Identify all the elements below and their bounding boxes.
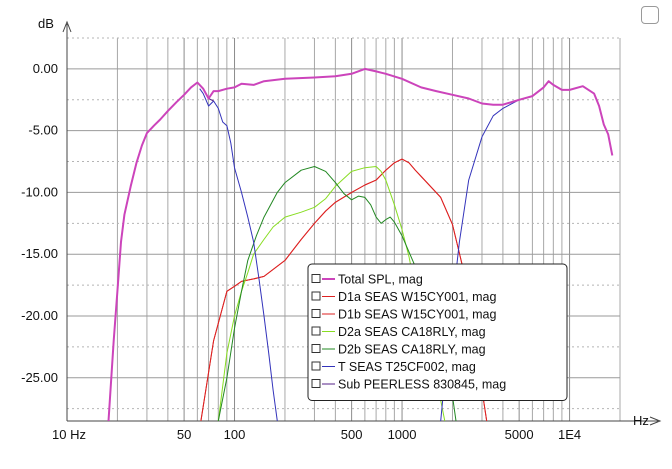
y-tick-labels: 0.00 -5.00 -10.00 -15.00 -20.00 -25.00 (21, 61, 58, 385)
legend-checkbox[interactable] (311, 309, 321, 318)
y-tick-label: 0.00 (33, 61, 58, 76)
legend-label: Total SPL, mag (338, 273, 423, 287)
y-tick-label: -20.00 (21, 308, 58, 323)
x-axis-arrow (649, 416, 662, 426)
y-tick-label: -10.00 (21, 184, 58, 199)
legend-checkbox[interactable] (311, 274, 321, 283)
y-tick-label: -25.00 (21, 370, 58, 385)
x-tick-label: 10 Hz (52, 427, 86, 442)
y-tick-label: -15.00 (21, 246, 58, 261)
x-tick-labels: 10 Hz 50 100 500 1000 5000 1E4 (52, 427, 581, 442)
y-tick-label: -5.00 (28, 123, 58, 138)
legend-box (307, 263, 568, 401)
x-tick-label: 100 (224, 427, 246, 442)
x-tick-label: 500 (341, 427, 363, 442)
x-tick-label: 1000 (388, 427, 417, 442)
series-line (107, 67, 614, 421)
x-axis-label: Hz (633, 413, 649, 428)
legend-label: D1b SEAS W15CY001, mag (338, 308, 496, 322)
x-tick-label: 50 (177, 427, 191, 442)
legend-label: D1a SEAS W15CY001, mag (338, 290, 496, 304)
y-axis-arrow (62, 20, 72, 33)
axes (62, 20, 662, 426)
legend-label: T SEAS T25CF002, mag (338, 360, 476, 374)
legend-checkbox[interactable] (311, 379, 321, 388)
legend-label: Sub PEERLESS 830845, mag (338, 378, 506, 392)
x-tick-label: 1E4 (558, 427, 581, 442)
y-axis-label: dB (38, 16, 54, 31)
series-line (200, 158, 488, 421)
legend: Total SPL, mag D1a SEAS W15CY001, mag D1b … (307, 263, 568, 401)
legend-checkbox[interactable] (311, 291, 321, 301)
legend-label: D2a SEAS CA18RLY, mag (338, 325, 486, 339)
window-checkbox[interactable] (641, 6, 659, 24)
legend-label: D2b SEAS CA18RLY, mag (338, 343, 486, 357)
legend-checkbox[interactable] (311, 361, 321, 371)
legend-checkbox[interactable] (311, 344, 321, 353)
x-tick-label: 5000 (505, 427, 534, 442)
plot-area (107, 67, 614, 421)
series-line (217, 166, 446, 421)
legend-checkbox[interactable] (311, 326, 321, 336)
series-line (199, 88, 278, 421)
